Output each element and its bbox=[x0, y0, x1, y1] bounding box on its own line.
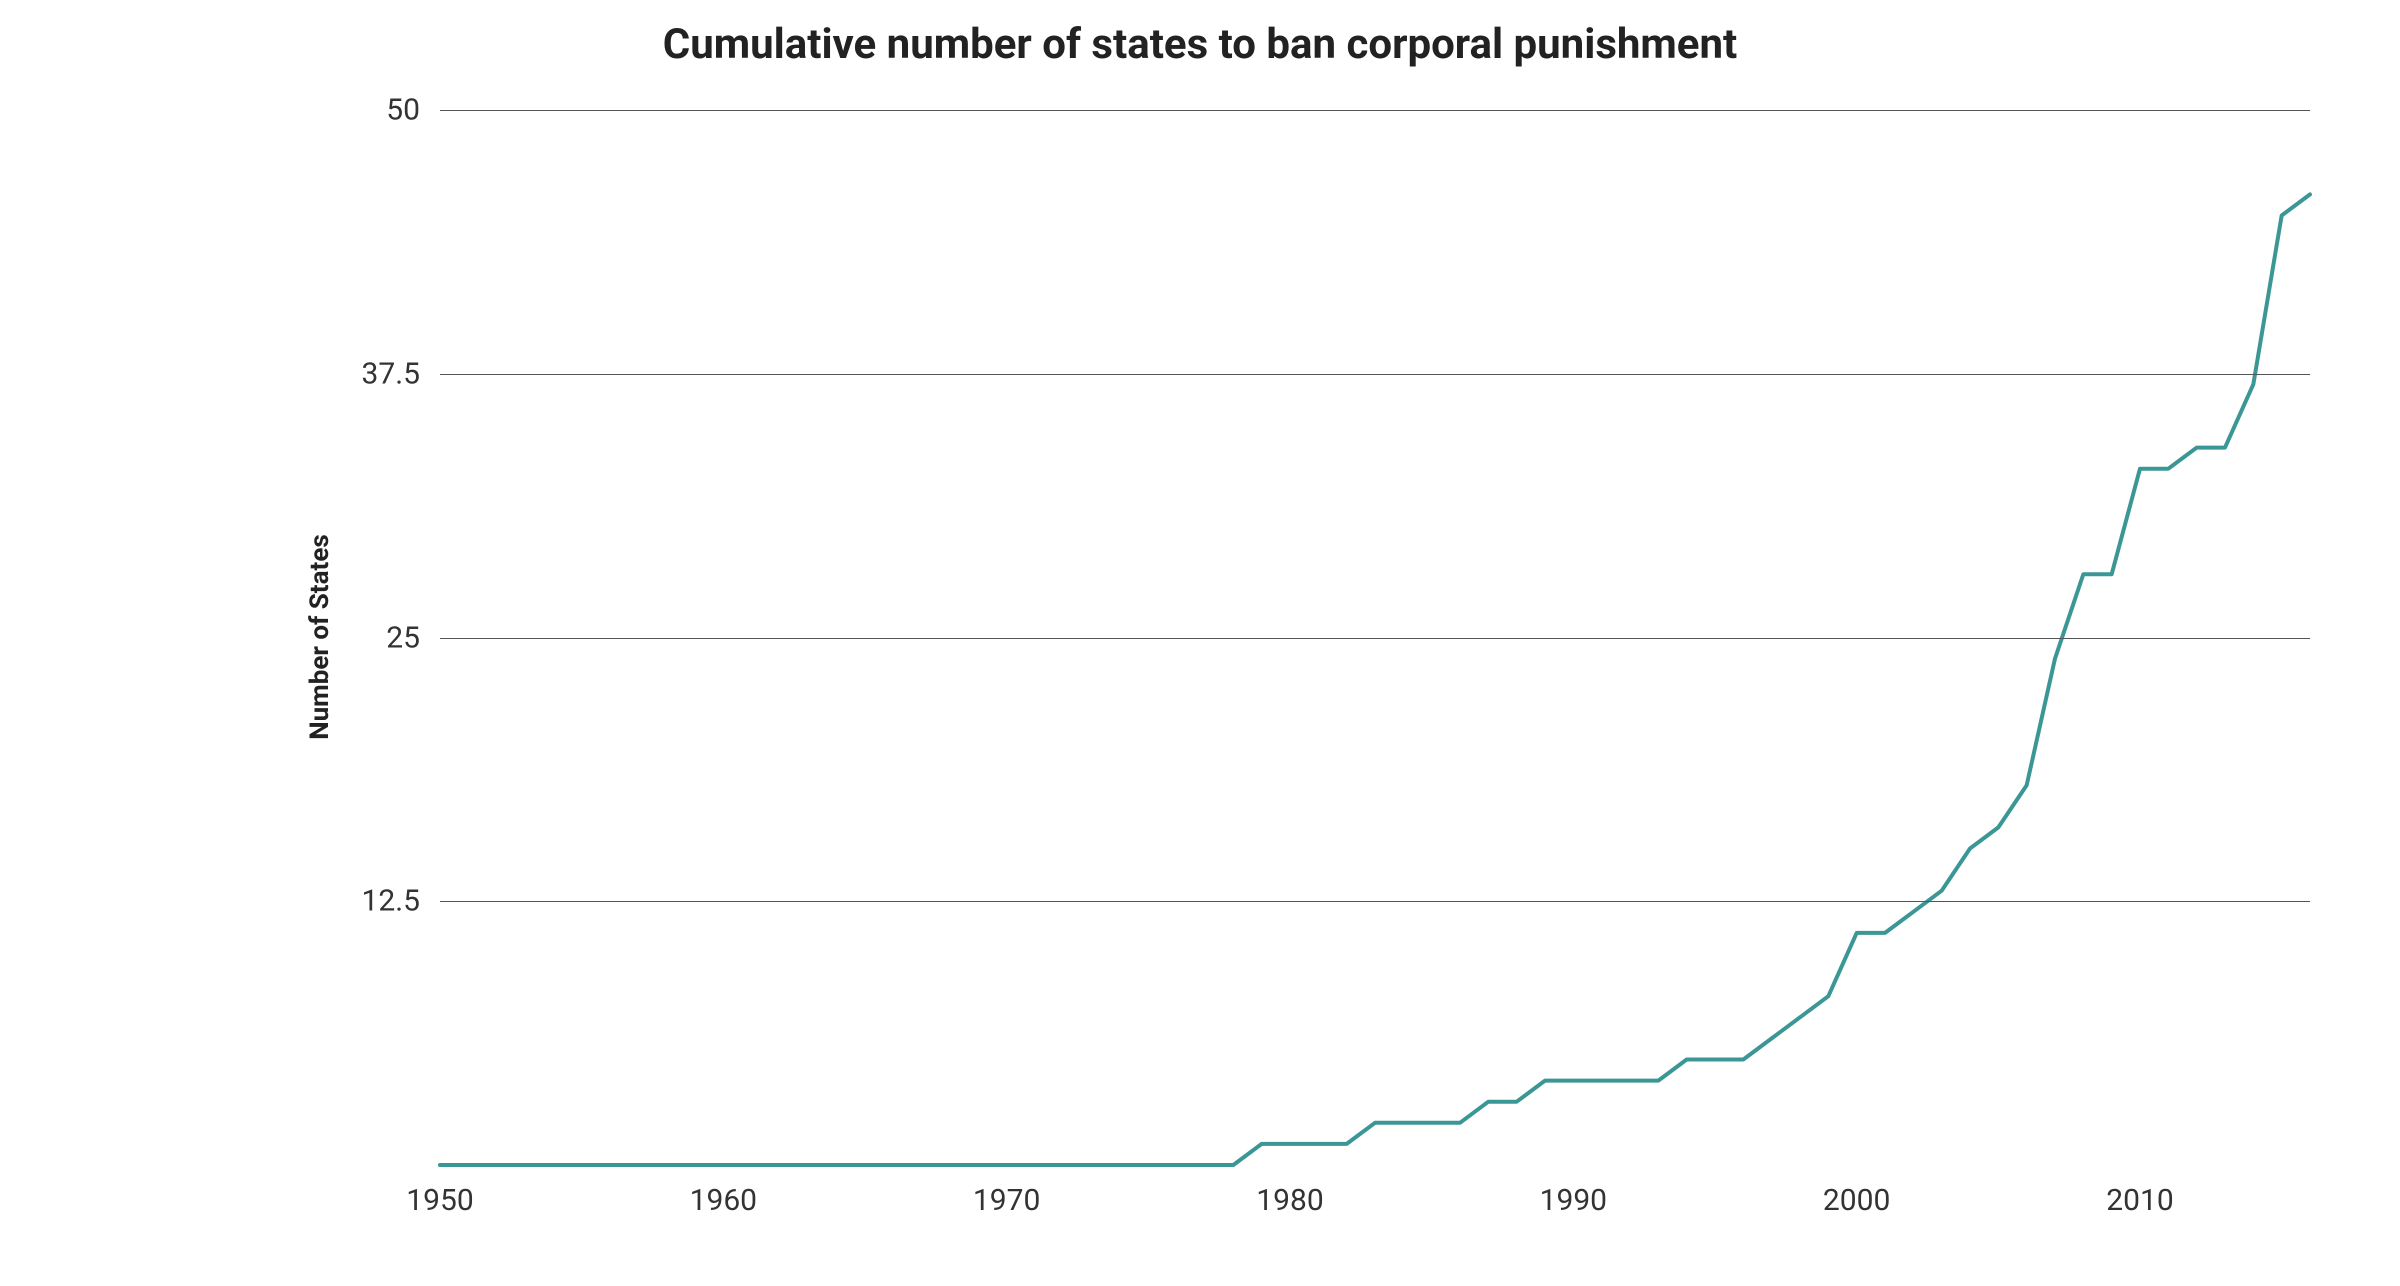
y-tick-label: 50 bbox=[386, 93, 440, 128]
x-tick-label: 2010 bbox=[2106, 1165, 2173, 1218]
gridline bbox=[440, 374, 2310, 375]
gridline bbox=[440, 638, 2310, 639]
chart-container: Cumulative number of states to ban corpo… bbox=[0, 0, 2400, 1286]
x-tick-label: 2000 bbox=[1823, 1165, 1890, 1218]
x-tick-label: 1950 bbox=[406, 1165, 473, 1218]
x-tick-label: 1970 bbox=[973, 1165, 1040, 1218]
y-tick-label: 37.5 bbox=[362, 356, 441, 391]
gridline bbox=[440, 901, 2310, 902]
chart-title: Cumulative number of states to ban corpo… bbox=[0, 20, 2400, 69]
y-axis-label: Number of States bbox=[305, 534, 335, 739]
x-tick-label: 1980 bbox=[1256, 1165, 1323, 1218]
y-tick-label: 12.5 bbox=[362, 884, 441, 919]
x-tick-label: 1960 bbox=[690, 1165, 757, 1218]
y-tick-label: 25 bbox=[386, 620, 440, 655]
data-series-line bbox=[440, 194, 2310, 1165]
plot-area: 12.52537.5501950196019701980199020002010 bbox=[440, 110, 2310, 1165]
x-tick-label: 1990 bbox=[1540, 1165, 1607, 1218]
gridline bbox=[440, 110, 2310, 111]
